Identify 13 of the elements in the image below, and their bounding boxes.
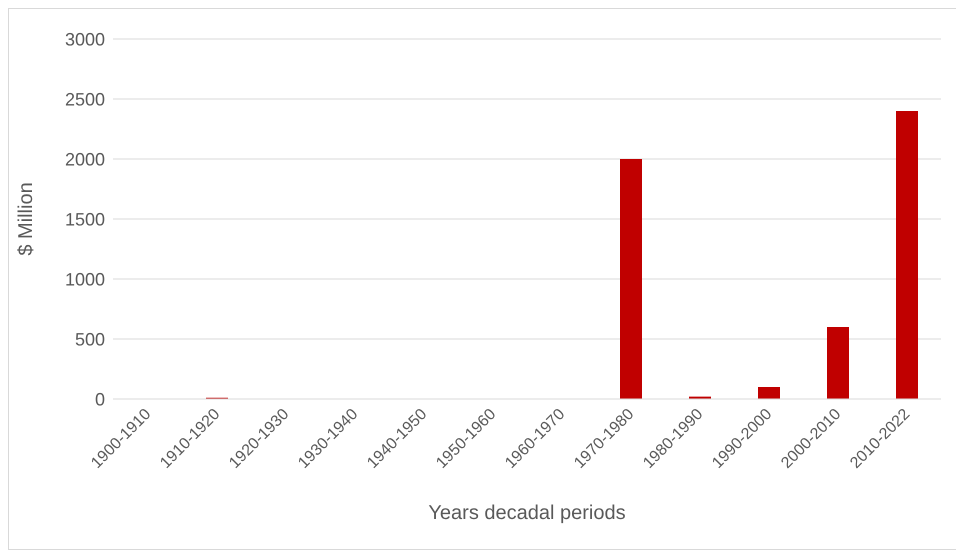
bar: [896, 111, 918, 399]
y-tick-label: 500: [74, 329, 105, 350]
y-tick-label: 3000: [64, 29, 105, 50]
y-tick-label: 1000: [64, 269, 105, 290]
y-tick-label: 2500: [64, 89, 105, 110]
y-tick-label: 2000: [64, 149, 105, 170]
y-tick-label: 0: [94, 389, 105, 410]
x-axis-title: Years decadal periods: [428, 502, 626, 524]
bar: [827, 327, 849, 399]
y-axis-title: $ Million: [15, 182, 38, 256]
bar: [758, 387, 780, 399]
y-tick-label: 1500: [64, 209, 105, 230]
bar: [620, 159, 642, 399]
